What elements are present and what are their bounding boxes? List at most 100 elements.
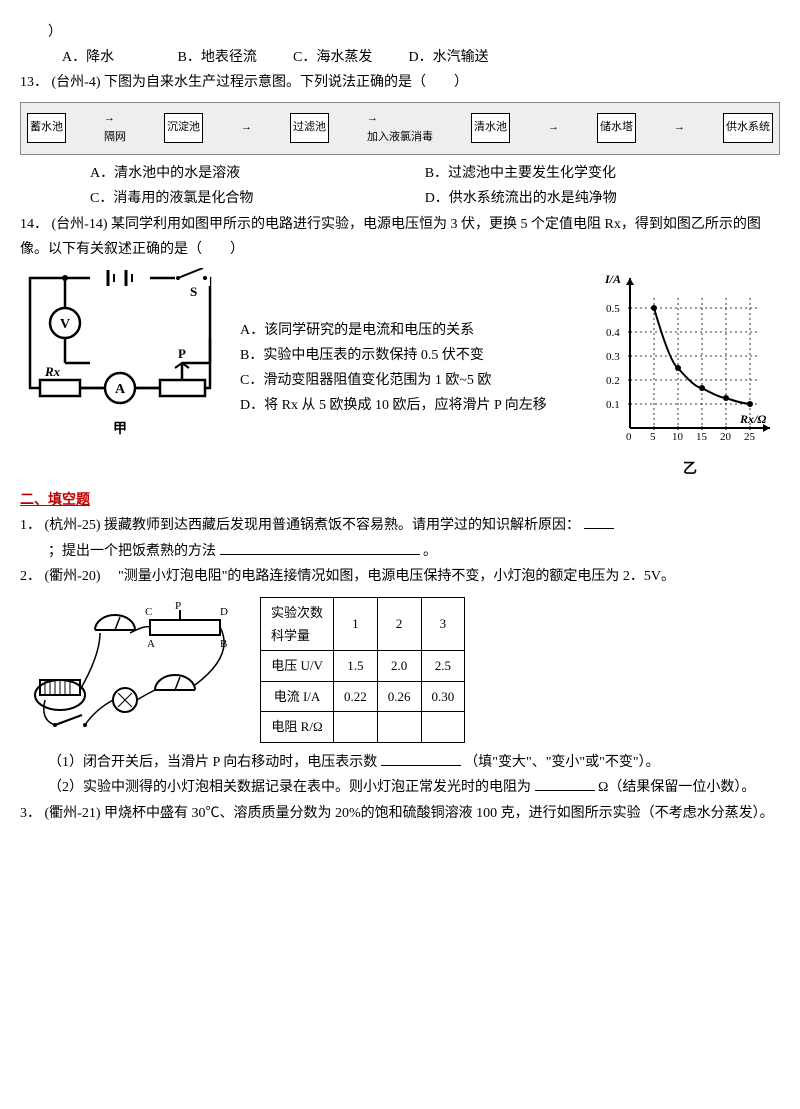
svg-text:A: A [147, 638, 155, 650]
cell: 2.0 [377, 651, 421, 681]
q14-opt-a[interactable]: A．该同学研究的是电流和电压的关系 [240, 318, 580, 343]
f2-sub1: （1）闭合开关后，当滑片 P 向右移动时，电压表示数 （填"变大"、"变小"或"… [20, 750, 780, 775]
f2: 2． (衢州-20) "测量小灯泡电阻"的电路连接情况如图，电源电压保持不变，小… [20, 564, 780, 801]
cell[interactable] [421, 712, 465, 742]
f3: 3． (衢州-21) 甲烧杯中盛有 30℃、溶质质量分数为 20%的饱和硫酸铜溶… [20, 801, 780, 826]
svg-text:25: 25 [744, 431, 756, 443]
q12-opt-c[interactable]: C．海水蒸发 [293, 45, 377, 70]
f1: 1． (杭州-25) 援藏教师到达西藏后发现用普通锅煮饭不容易熟。请用学过的知识… [20, 513, 780, 563]
q14: 14． (台州-14) 某同学利用如图甲所示的电路进行实验，电源电压恒为 3 伏… [20, 212, 780, 483]
cell: 2.5 [421, 651, 465, 681]
q12-options: A．降水 B．地表径流 C．海水蒸发 D．水汽输送 [20, 45, 780, 70]
flow-arrow-2: → [239, 118, 254, 138]
f3-src: (衢州-21) [45, 806, 101, 821]
svg-text:10: 10 [672, 431, 684, 443]
th-1: 1 [334, 597, 378, 651]
q12-opt-a[interactable]: A．降水 [62, 45, 146, 70]
q13-opt-d[interactable]: D．供水系统流出的水是纯净物 [425, 186, 756, 211]
f1-stem-a: 援藏教师到达西藏后发现用普通锅煮饭不容易熟。请用学过的知识解析原因： [104, 518, 580, 533]
flow-tower: 储水塔 [597, 113, 636, 143]
f2-figrow: C P D A B 实验次数 科 [20, 595, 780, 744]
f3-stem: 甲烧杯中盛有 30℃、溶质质量分数为 20%的饱和硫酸铜溶液 100 克，进行如… [104, 806, 774, 821]
graph-ylabel: I/A [604, 272, 621, 286]
svg-text:A: A [115, 382, 126, 397]
cell: 0.26 [377, 681, 421, 711]
flow-clearwater: 清水池 [471, 113, 510, 143]
q13: 13． (台州-4) 下图为自来水生产过程示意图。下列说法正确的是（ ） 蓄水池… [20, 70, 780, 211]
flow-supply: 供水系统 [723, 113, 773, 143]
svg-text:P: P [175, 600, 181, 612]
f1-stem-c: 。 [423, 544, 437, 559]
q14-num: 14． [20, 217, 48, 232]
flow-sediment: 沉淀池 [164, 113, 203, 143]
flow-barrier: 隔网 [104, 131, 126, 143]
th-col: 实验次数 [271, 605, 323, 620]
q12-opt-d[interactable]: D．水汽输送 [409, 45, 493, 70]
graph-xlabel: Rx/Ω [739, 412, 766, 426]
svg-text:0.4: 0.4 [606, 327, 620, 339]
table-header-row: 实验次数 科学量 1 2 3 [261, 597, 465, 651]
table-row: 电压 U/V 1.5 2.0 2.5 [261, 651, 465, 681]
svg-text:0.5: 0.5 [606, 303, 620, 315]
q14-opt-b[interactable]: B．实验中电压表的示数保持 0.5 伏不变 [240, 343, 580, 368]
f2-src: (衢州-20) [45, 569, 115, 584]
svg-text:S: S [190, 284, 197, 299]
svg-text:0.1: 0.1 [606, 399, 620, 411]
f1-blank-1[interactable] [584, 514, 614, 529]
cell: 0.22 [334, 681, 378, 711]
q13-flow-diagram: 蓄水池 →隔网 沉淀池 → 过滤池 →加入液氯消毒 清水池 → 储水塔 → 供水… [20, 102, 780, 156]
table-row: 电流 I/A 0.22 0.26 0.30 [261, 681, 465, 711]
svg-text:C: C [145, 606, 152, 618]
cell[interactable] [334, 712, 378, 742]
row-u-name: 电压 U/V [261, 651, 334, 681]
f2-stem: "测量小灯泡电阻"的电路连接情况如图，电源电压保持不变，小灯泡的额定电压为 2．… [118, 569, 675, 584]
q13-src: (台州-4) [52, 75, 101, 90]
svg-text:0.2: 0.2 [606, 375, 620, 387]
q14-circuit: S V Rx A P [20, 268, 220, 442]
flow-chlorine: 加入液氯消毒 [367, 131, 433, 143]
f2-sub2-blank[interactable] [535, 776, 595, 791]
flow-reservoir: 蓄水池 [27, 113, 66, 143]
q14-opt-d[interactable]: D．将 Rx 从 5 欧换成 10 欧后，应将滑片 P 向左移 [240, 393, 580, 418]
q13-opt-a[interactable]: A．清水池中的水是溶液 [90, 161, 421, 186]
graph-label: 乙 [600, 457, 780, 482]
section-fill-title: 二、填空题 [20, 488, 780, 513]
q14-stem: 某同学利用如图甲所示的电路进行实验，电源电压恒为 3 伏，更换 5 个定值电阻 … [20, 217, 761, 257]
cell[interactable] [377, 712, 421, 742]
f2-sub1-b: （填"变大"、"变小"或"不变"）。 [464, 755, 659, 770]
svg-text:15: 15 [696, 431, 708, 443]
f1-num: 1． [20, 518, 41, 533]
flow-arrow-5: → [672, 118, 687, 138]
svg-text:Rx: Rx [44, 364, 61, 379]
q13-stem: 下图为自来水生产过程示意图。下列说法正确的是（ ） [104, 75, 468, 90]
f1-blank-2[interactable] [220, 540, 420, 555]
f1-stem-b: ；提出一个把饭煮熟的方法 [20, 544, 216, 559]
q13-num: 13． [20, 75, 48, 90]
q12-closeparen: ） [20, 20, 780, 45]
f2-sub2-b: Ω（结果保留一位小数）。 [598, 780, 755, 795]
q14-options-column: A．该同学研究的是电流和电压的关系 B．实验中电压表的示数保持 0.5 伏不变 … [240, 268, 580, 419]
q13-opt-b[interactable]: B．过滤池中主要发生化学变化 [425, 161, 756, 186]
f2-sub1-a: （1）闭合开关后，当滑片 P 向右移动时，电压表示数 [48, 755, 377, 770]
circuit-svg: S V Rx A P [20, 268, 220, 408]
th-2: 2 [377, 597, 421, 651]
svg-text:D: D [220, 606, 228, 618]
svg-text:P: P [178, 346, 186, 361]
q14-figures: S V Rx A P [20, 268, 780, 482]
f2-sub2-a: （2）实验中测得的小灯泡相关数据记录在表中。则小灯泡正常发光时的电阻为 [48, 780, 531, 795]
q13-opt-c[interactable]: C．消毒用的液氯是化合物 [90, 186, 421, 211]
svg-text:0.3: 0.3 [606, 351, 620, 363]
f2-sub2: （2）实验中测得的小灯泡相关数据记录在表中。则小灯泡正常发光时的电阻为 Ω（结果… [20, 775, 780, 800]
svg-text:V: V [60, 317, 70, 332]
f2-sub1-blank[interactable] [381, 751, 461, 766]
q12-opt-b[interactable]: B．地表径流 [178, 45, 262, 70]
th-row: 科学量 [271, 624, 310, 647]
cell: 1.5 [334, 651, 378, 681]
q12-tail: ） A．降水 B．地表径流 C．海水蒸发 D．水汽输送 [20, 20, 780, 70]
q14-opt-c[interactable]: C．滑动变阻器阻值变化范围为 1 欧~5 欧 [240, 368, 580, 393]
svg-text:0: 0 [626, 431, 632, 443]
flow-arrow-1: →隔网 [102, 109, 128, 149]
f2-num: 2． [20, 569, 41, 584]
flow-arrow-3: →加入液氯消毒 [365, 109, 435, 149]
th-3: 3 [421, 597, 465, 651]
